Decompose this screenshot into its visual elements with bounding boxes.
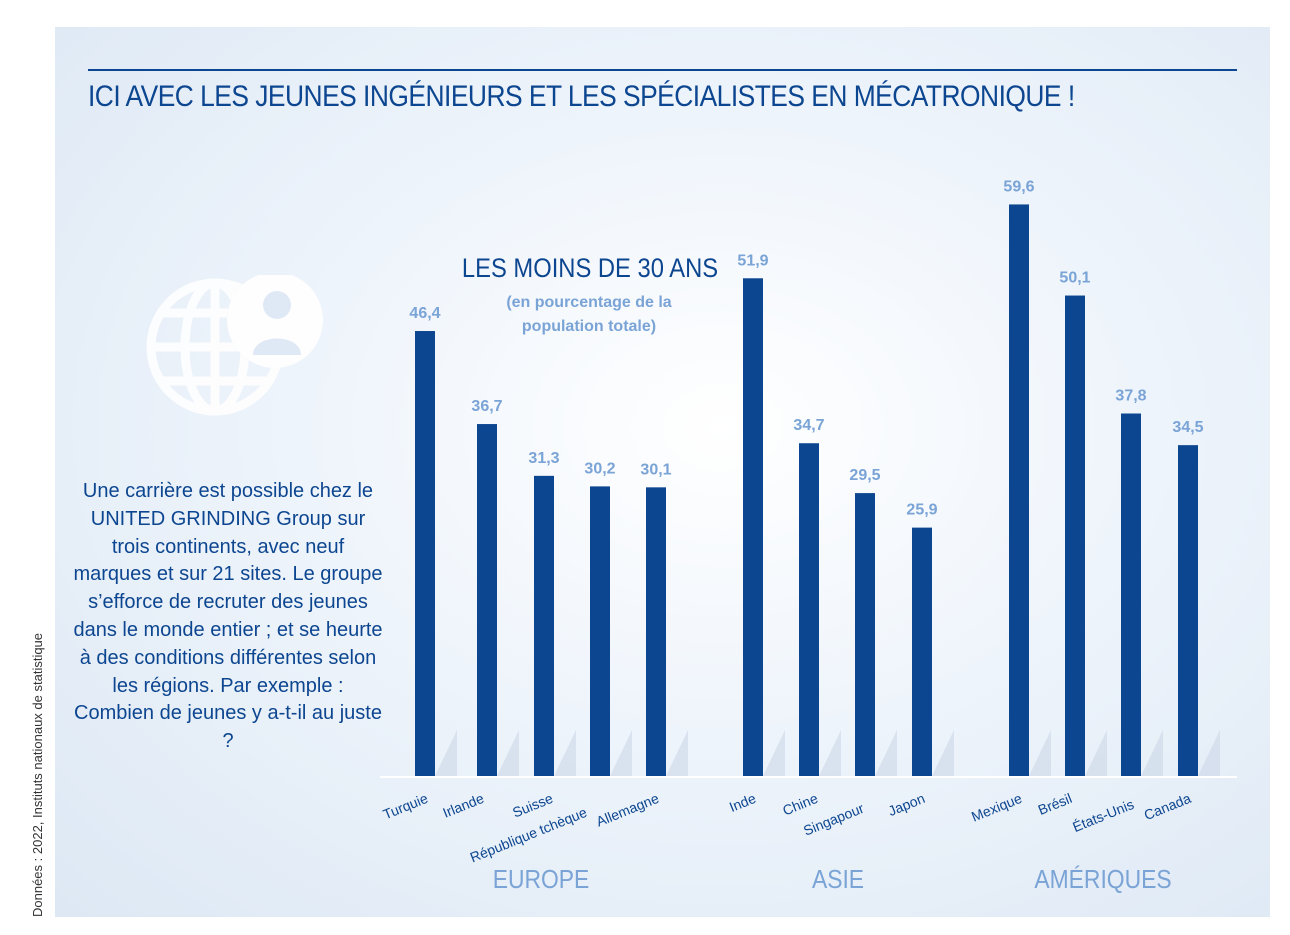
bar-shadow: [932, 730, 954, 776]
bar-shadow: [763, 730, 785, 776]
group-label: ASIE: [812, 866, 864, 895]
bar-shadow: [1085, 730, 1107, 776]
value-label: 25,9: [906, 502, 937, 519]
page-title: ICI AVEC LES JEUNES INGÉNIEURS ET LES SP…: [88, 80, 1075, 113]
value-label: 34,7: [793, 417, 824, 434]
bar: [590, 486, 610, 776]
category-label: Mexique: [969, 790, 1024, 825]
value-label: 30,1: [640, 461, 671, 478]
bar: [415, 331, 435, 776]
value-label: 46,4: [409, 305, 440, 322]
bar-shadow: [497, 730, 519, 776]
bar: [1009, 204, 1029, 776]
bar: [1121, 413, 1141, 776]
value-label: 30,2: [584, 460, 615, 477]
bar-shadow: [875, 730, 897, 776]
value-label: 36,7: [471, 398, 502, 415]
category-label: Inde: [727, 790, 758, 815]
bar-shadow: [666, 730, 688, 776]
category-label: Suisse: [510, 790, 555, 821]
category-label: États-Unis: [1070, 796, 1136, 835]
category-label: Irlande: [440, 790, 486, 821]
value-label: 50,1: [1059, 270, 1090, 287]
bar: [1065, 295, 1085, 776]
group-label: AMÉRIQUES: [1034, 866, 1171, 895]
category-label: Chine: [780, 790, 820, 819]
chart-subtitle: (en pourcentage de la population totale): [506, 294, 672, 335]
bar-shadow: [435, 730, 457, 776]
value-label: 37,8: [1115, 387, 1146, 404]
category-label: Canada: [1142, 790, 1194, 823]
category-label: Allemagne: [594, 790, 662, 830]
bar-shadow: [819, 730, 841, 776]
bar-shadow: [554, 730, 576, 776]
bar: [799, 443, 819, 776]
bar: [477, 424, 497, 776]
group-label: EUROPE: [493, 866, 590, 895]
bar: [912, 527, 932, 776]
bar: [855, 493, 875, 776]
value-label: 31,3: [528, 450, 559, 467]
bar-shadow: [1198, 730, 1220, 776]
bar-shadow: [1029, 730, 1051, 776]
bar-shadow: [1141, 730, 1163, 776]
bar-shadow: [610, 730, 632, 776]
value-label: 34,5: [1172, 419, 1203, 436]
value-label: 51,9: [737, 252, 768, 269]
bar: [646, 487, 666, 776]
bar: [743, 278, 763, 776]
category-label: Japon: [886, 790, 927, 819]
category-label: Turquie: [381, 790, 431, 823]
globe-person-icon: [145, 272, 330, 430]
bar: [534, 475, 554, 776]
value-label: 29,5: [849, 467, 880, 484]
title-rule: [88, 69, 1237, 71]
category-label: Brésil: [1036, 790, 1074, 818]
chart-title: LES MOINS DE 30 ANS: [461, 253, 719, 283]
value-label: 59,6: [1003, 178, 1034, 195]
bar: [1178, 445, 1198, 776]
intro-paragraph: Une carrière est possible chez le UNITED…: [73, 480, 383, 753]
